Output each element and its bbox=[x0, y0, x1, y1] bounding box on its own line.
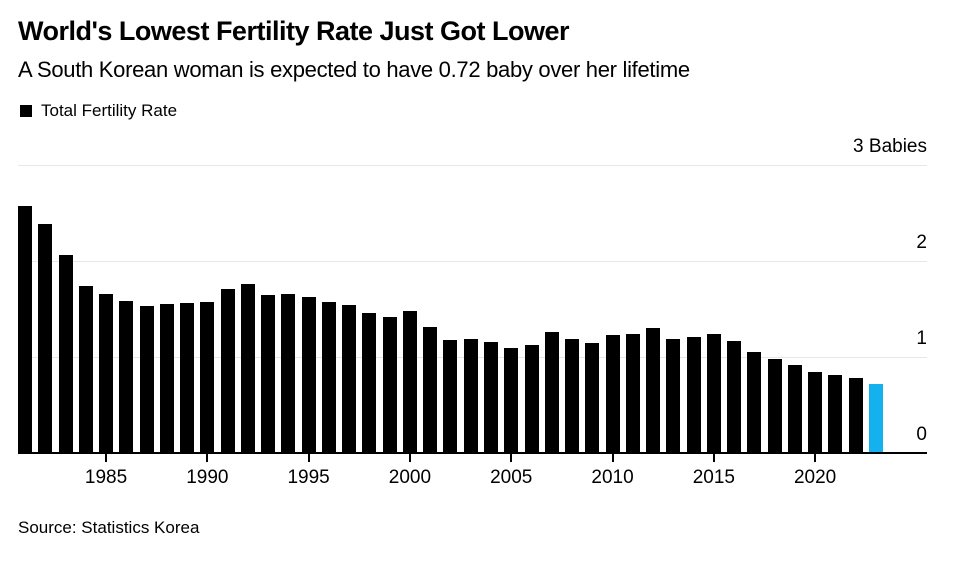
bar-2016 bbox=[727, 340, 742, 453]
bar-2018 bbox=[767, 358, 782, 453]
bar-2021 bbox=[828, 375, 843, 453]
bar-1992 bbox=[240, 284, 255, 453]
xtick-label-1995: 1995 bbox=[287, 467, 330, 488]
gridline-2 bbox=[18, 261, 927, 262]
bar-1998 bbox=[362, 312, 377, 453]
bar-2008 bbox=[565, 338, 580, 453]
bar-2003 bbox=[463, 338, 478, 453]
xtick-2005 bbox=[510, 454, 513, 462]
bar-2004 bbox=[483, 341, 498, 453]
bar-2012 bbox=[646, 328, 661, 453]
bar-2014 bbox=[686, 336, 701, 453]
xtick-2015 bbox=[712, 454, 715, 462]
legend: Total Fertility Rate bbox=[20, 101, 177, 121]
xtick-1985 bbox=[105, 454, 108, 462]
bar-2009 bbox=[585, 342, 600, 453]
xtick-label-2000: 2000 bbox=[388, 467, 432, 488]
bar-2001 bbox=[423, 327, 438, 453]
bar-1983 bbox=[58, 255, 73, 453]
xtick-2010 bbox=[611, 454, 614, 462]
bar-1985 bbox=[99, 293, 114, 453]
ytick-label-0: 0 bbox=[916, 424, 927, 445]
bar-2022 bbox=[848, 378, 863, 453]
bar-1993 bbox=[261, 294, 276, 453]
xtick-2020 bbox=[814, 454, 817, 462]
bar-1999 bbox=[382, 316, 397, 453]
x-axis-line bbox=[18, 452, 927, 454]
ytick-label-2: 2 bbox=[916, 232, 927, 253]
bar-1996 bbox=[321, 302, 336, 453]
bar-1997 bbox=[342, 305, 357, 453]
chart-subtitle: A South Korean woman is expected to have… bbox=[18, 57, 690, 82]
bar-2007 bbox=[544, 332, 559, 453]
bar-1988 bbox=[159, 304, 174, 453]
bar-1987 bbox=[139, 306, 154, 453]
xtick-1990 bbox=[206, 454, 209, 462]
bar-1995 bbox=[301, 296, 316, 453]
bar-2023 bbox=[868, 383, 883, 453]
legend-label: Total Fertility Rate bbox=[41, 101, 178, 120]
bar-1986 bbox=[119, 301, 134, 453]
bar-2005 bbox=[504, 348, 519, 453]
source-note: Source: Statistics Korea bbox=[18, 518, 200, 537]
ytick-label-3: 3 Babies bbox=[853, 136, 927, 157]
bar-1994 bbox=[281, 293, 296, 453]
bar-1981 bbox=[18, 206, 32, 453]
bar-1989 bbox=[180, 303, 195, 453]
bar-1982 bbox=[38, 223, 53, 453]
xtick-label-2020: 2020 bbox=[793, 467, 837, 488]
bar-2017 bbox=[747, 352, 762, 453]
xtick-label-1985: 1985 bbox=[84, 467, 128, 488]
legend-swatch-icon bbox=[20, 105, 32, 117]
xtick-1995 bbox=[307, 454, 310, 462]
xtick-label-2005: 2005 bbox=[490, 467, 533, 488]
ytick-label-1: 1 bbox=[916, 328, 927, 349]
bar-1990 bbox=[200, 302, 215, 453]
bar-2000 bbox=[402, 310, 417, 453]
gridline-3 bbox=[18, 165, 927, 166]
bar-2013 bbox=[666, 338, 681, 453]
chart-title: World's Lowest Fertility Rate Just Got L… bbox=[18, 16, 570, 46]
xtick-label-1990: 1990 bbox=[186, 467, 229, 488]
bar-2011 bbox=[625, 333, 640, 453]
xtick-label-2010: 2010 bbox=[591, 467, 634, 488]
bar-2006 bbox=[524, 344, 539, 453]
bar-2002 bbox=[443, 339, 458, 453]
xtick-2000 bbox=[408, 454, 411, 462]
bar-2010 bbox=[605, 334, 620, 453]
bar-2015 bbox=[706, 333, 721, 453]
bar-1991 bbox=[220, 288, 235, 453]
xtick-label-2015: 2015 bbox=[692, 467, 735, 488]
bar-1984 bbox=[78, 285, 93, 453]
bar-2019 bbox=[787, 364, 802, 453]
bar-2020 bbox=[808, 372, 823, 453]
